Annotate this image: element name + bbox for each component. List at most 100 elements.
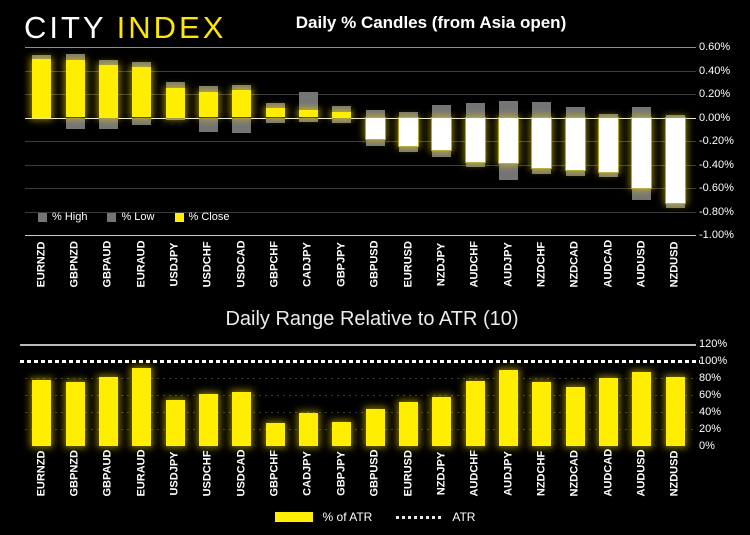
gridline-dotted — [25, 378, 696, 379]
y-tick-label: -0.20% — [699, 135, 734, 147]
x-label-bottom-AUDJPY: AUDJPY — [502, 451, 515, 496]
candle-high-GBPAUD — [98, 59, 118, 65]
gridline-dotted — [25, 429, 696, 430]
candle-body-EURUSD — [398, 116, 420, 147]
candle-low-AUDCAD — [599, 171, 619, 178]
x-label-CADJPY: CADJPY — [301, 242, 314, 287]
atr-reference-line — [20, 360, 700, 363]
candle-low-GBPNZD — [65, 117, 85, 130]
candle-high-AUDCHF — [465, 103, 485, 118]
y-tick-label: 0.20% — [699, 88, 731, 100]
atr-bar-NZDCAD — [565, 387, 585, 446]
x-label-bottom-USDCHF: USDCHF — [201, 450, 214, 497]
candle-low-GBPUSD — [365, 138, 385, 146]
gridline — [25, 70, 696, 72]
gridline — [25, 141, 696, 142]
candle-body-EURAUD — [132, 66, 152, 118]
x-label-bottom-EURUSD: EURUSD — [402, 450, 415, 497]
top-chart-title: Daily % Candles (from Asia open) — [295, 13, 567, 32]
x-label-bottom-EURNZD: EURNZD — [35, 450, 48, 497]
atr-bar-EURAUD — [132, 367, 152, 446]
candle-body-AUDCHF — [464, 116, 486, 164]
candle-low-USDJPY — [165, 117, 185, 120]
gridline — [25, 211, 696, 213]
top-chart-plot — [25, 47, 696, 236]
legend-item-low: % Low — [107, 211, 155, 223]
atr-bar-GBPUSD — [365, 409, 385, 446]
candle-high-EURUSD — [399, 111, 419, 118]
candle-low-USDCAD — [232, 117, 252, 133]
atr-bar-NZDUSD — [665, 377, 685, 446]
candle-body-EURNZD — [32, 58, 52, 118]
x-label-GBPAUD: GBPAUD — [101, 240, 114, 288]
x-label-GBPJPY: GBPJPY — [335, 242, 348, 287]
y-tick-label: 120% — [699, 338, 728, 350]
x-label-GBPCHF: GBPCHF — [268, 241, 281, 288]
atr-dotted-line-icon — [396, 515, 443, 519]
y-tick-label: 20% — [699, 423, 722, 435]
y-tick-label: -0.80% — [699, 205, 734, 218]
candle-high-USDCHF — [198, 85, 218, 92]
bottom-chart-plot — [20, 344, 700, 446]
atr-bar-EURNZD — [32, 379, 52, 446]
candle-high-USDJPY — [165, 82, 185, 89]
atr-bar-NZDCHF — [532, 382, 552, 446]
atr-bar-GBPNZD — [65, 382, 85, 446]
candle-low-USDCHF — [198, 117, 218, 132]
x-label-bottom-CADJPY: CADJPY — [301, 451, 314, 496]
y-tick-label: 60% — [699, 389, 722, 401]
legend-label-pct-atr: % of ATR — [322, 510, 373, 524]
candle-high-NZDCHF — [532, 102, 552, 118]
y-tick-label: 0.00% — [699, 111, 731, 124]
candle-low-NZDCAD — [565, 170, 585, 177]
candle-high-AUDCAD — [599, 113, 619, 118]
gridline — [25, 164, 696, 166]
candle-body-GBPNZD — [65, 59, 85, 118]
candle-high-CADJPY — [298, 91, 318, 111]
candle-low-AUDCHF — [465, 162, 485, 167]
candle-high-AUDUSD — [632, 106, 652, 118]
x-label-EURUSD: EURUSD — [402, 241, 415, 288]
bottom-chart-title: Daily Range Relative to ATR (10) — [225, 308, 519, 330]
x-label-EURNZD: EURNZD — [35, 241, 48, 288]
y-tick-label: -0.60% — [699, 182, 734, 194]
x-label-bottom-NZDUSD: NZDUSD — [668, 450, 681, 497]
atr-bar-AUDCAD — [599, 378, 619, 446]
candle-high-NZDCAD — [565, 106, 585, 118]
y-tick-label: 80% — [699, 372, 722, 384]
candle-high-GBPJPY — [332, 105, 352, 112]
x-label-bottom-USDJPY: USDJPY — [168, 451, 181, 496]
candle-low-NZDUSD — [665, 203, 685, 208]
city-index-logo: CITY INDEX — [24, 10, 226, 46]
x-label-GBPUSD: GBPUSD — [368, 240, 381, 288]
y-tick-label: 0.40% — [699, 64, 731, 77]
atr-bar-USDCHF — [198, 394, 218, 446]
x-label-bottom-EURAUD: EURAUD — [135, 449, 148, 497]
atr-bar-swatch-icon — [274, 512, 313, 522]
x-label-bottom-NZDCAD: NZDCAD — [568, 450, 581, 497]
candle-high-GBPNZD — [65, 54, 85, 60]
x-label-bottom-AUDCAD: AUDCAD — [602, 448, 615, 497]
y-tick-label: 100% — [699, 355, 728, 367]
candle-body-AUDJPY — [498, 116, 520, 165]
candle-body-USDCHF — [198, 91, 218, 118]
y-tick-label: 0.60% — [699, 41, 731, 53]
gridline — [25, 94, 696, 95]
atr-bar-GBPCHF — [265, 423, 285, 446]
atr-bar-NZDJPY — [432, 396, 452, 446]
x-label-bottom-AUDCHF: AUDCHF — [468, 450, 481, 497]
bottom-chart-legend: % of ATR ATR — [0, 510, 750, 524]
y-tick-label: 0% — [699, 440, 715, 452]
candle-high-AUDJPY — [499, 101, 519, 118]
x-label-bottom-NZDJPY: NZDJPY — [435, 451, 448, 496]
legend-label-low: % Low — [121, 211, 155, 223]
x-label-bottom-AUDUSD: AUDUSD — [635, 449, 648, 497]
candle-body-NZDJPY — [431, 116, 453, 152]
x-axis-line — [20, 344, 696, 346]
x-label-AUDCAD: AUDCAD — [602, 239, 615, 288]
logo-index: INDEX — [116, 10, 227, 45]
y-tick-label: 40% — [699, 406, 722, 418]
candle-low-NZDJPY — [432, 150, 452, 158]
x-label-NZDJPY: NZDJPY — [435, 242, 448, 287]
x-label-bottom-GBPAUD: GBPAUD — [101, 449, 114, 497]
